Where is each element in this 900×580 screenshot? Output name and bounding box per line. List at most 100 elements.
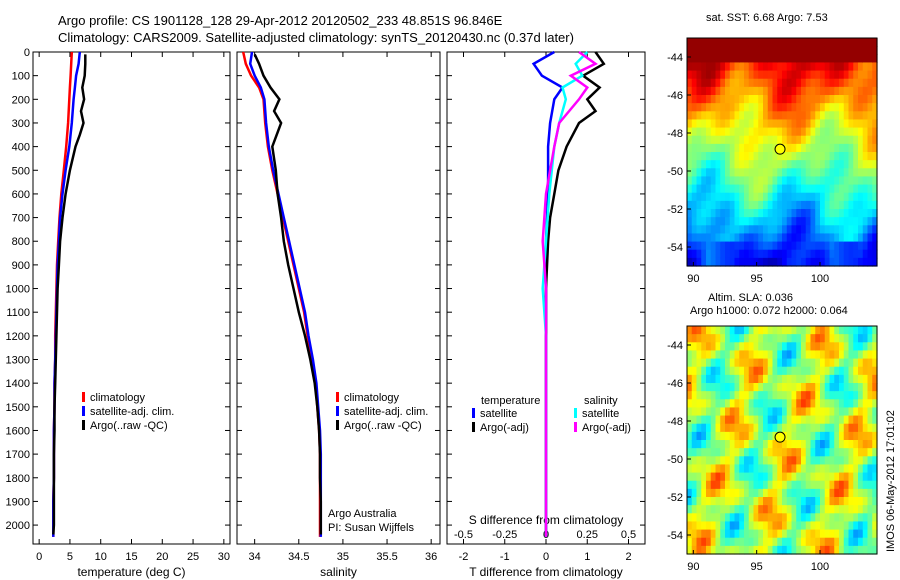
sla-map-cell [805, 415, 812, 425]
sst-map-cell [701, 46, 707, 55]
sla-map-cell [772, 521, 778, 531]
sla-map-cell [767, 383, 774, 392]
sst-map-cell [801, 160, 807, 169]
sla-map-cell [858, 448, 864, 457]
sst-map-cell [867, 95, 873, 104]
sla-map-cell [815, 488, 821, 498]
sst-map-cell [715, 111, 721, 121]
sla-map-cell [739, 366, 745, 376]
sst-map-cell [848, 95, 854, 104]
sst-map-cell [744, 184, 750, 194]
sst-map-cell [843, 200, 850, 210]
sst-map-cell [720, 119, 726, 129]
sla-map-cell [706, 497, 712, 506]
sst-map-cell [786, 54, 793, 64]
sst-map-cell [701, 86, 707, 96]
y-tick-label: 800 [12, 236, 30, 248]
sla-map-cell [739, 529, 745, 539]
legend-label: satellite [480, 408, 517, 420]
sst-map-cell [763, 95, 769, 104]
sla-map-cell [810, 383, 816, 392]
sst-map-cell [763, 54, 769, 64]
sst-map-cell [872, 160, 878, 169]
sla-map-cell [687, 480, 693, 490]
sst-map-cell [853, 176, 859, 186]
sla-map-cell [829, 407, 835, 417]
sla-map-cell [796, 326, 802, 335]
sla-map-cell [687, 497, 693, 506]
sla-map-cell [834, 383, 840, 392]
sla-map-cell [815, 383, 821, 392]
sst-map-cell [777, 46, 783, 55]
sst-map-cell [763, 168, 769, 178]
sla-map-cell [691, 513, 698, 523]
sst-map-cell [867, 111, 873, 121]
sla-map-frame [686, 325, 878, 555]
sla-map-cell [772, 350, 778, 360]
sla-map-cell [739, 423, 745, 433]
sst-map-cell [872, 46, 878, 55]
sst-map-cell [767, 200, 774, 210]
sst-map-cell [848, 160, 854, 169]
sla-map-cell [748, 366, 755, 376]
y-tick-label: 1300 [6, 355, 30, 367]
sla-map-cell [801, 497, 807, 506]
sst-map-cell [786, 127, 793, 137]
sla-map-cell [772, 399, 778, 409]
sla-map-cell [748, 537, 755, 547]
sla-map-cell [872, 399, 878, 409]
sst-map-cell [843, 86, 850, 96]
sla-map-cell [872, 391, 878, 400]
sst-map-cell [729, 233, 736, 243]
sla-map-cell [820, 488, 826, 498]
sst-map-cell [848, 225, 854, 235]
sst-map-cell [758, 111, 764, 121]
sla-map-cell [748, 326, 755, 335]
sst-map-cell [858, 46, 864, 55]
sla-map-cell [858, 472, 864, 482]
sla-map-cell [753, 464, 759, 474]
sla-map-cell [862, 505, 869, 514]
sla-map-cell [782, 407, 788, 417]
legend-label: climatology [344, 392, 400, 404]
sla-map-cell [739, 505, 745, 514]
sst-map-cell [720, 78, 726, 88]
sst-map-cell [824, 46, 831, 55]
sst-map-cell [843, 103, 850, 112]
sst-map-cell [758, 152, 764, 161]
sla-map-cell [701, 448, 707, 457]
sst-map-cell [691, 119, 698, 129]
sla-map-cell [696, 537, 702, 547]
sla-map-cell [739, 391, 745, 400]
sla-map-cell [687, 440, 693, 449]
sla-map-cell [805, 440, 812, 449]
sla-map-cell [687, 326, 693, 335]
sla-map-cell [839, 383, 845, 392]
sla-map-cell [777, 342, 783, 352]
sla-map-cell [786, 440, 793, 449]
sla-map-cell [763, 423, 769, 433]
sla-map-cell [744, 472, 750, 482]
sst-map-cell [753, 184, 759, 194]
sst-map-cell [767, 257, 774, 267]
sla-map-cell [710, 456, 717, 466]
sst-map-cell [820, 111, 826, 121]
sla-map-cell [767, 448, 774, 457]
sla-map-cell [701, 374, 707, 384]
sst-map-cell [701, 217, 707, 226]
sst-map-cell [715, 225, 721, 235]
sla-map-cell [872, 423, 878, 433]
sla-map-cell [801, 529, 807, 539]
sst-map-cell [706, 192, 712, 202]
sla-map-cell [853, 488, 859, 498]
sla-map-cell [701, 480, 707, 490]
sst-map-cell [687, 38, 693, 47]
sla-map-cell [820, 464, 826, 474]
sst-map-cell [786, 111, 793, 121]
sst-map-cell [748, 119, 755, 129]
sst-map-cell [820, 225, 826, 235]
sst-map-cell [777, 62, 783, 72]
sla-map-cell [853, 480, 859, 490]
legend-label: climatology [90, 392, 146, 404]
sst-map-cell [734, 249, 740, 259]
